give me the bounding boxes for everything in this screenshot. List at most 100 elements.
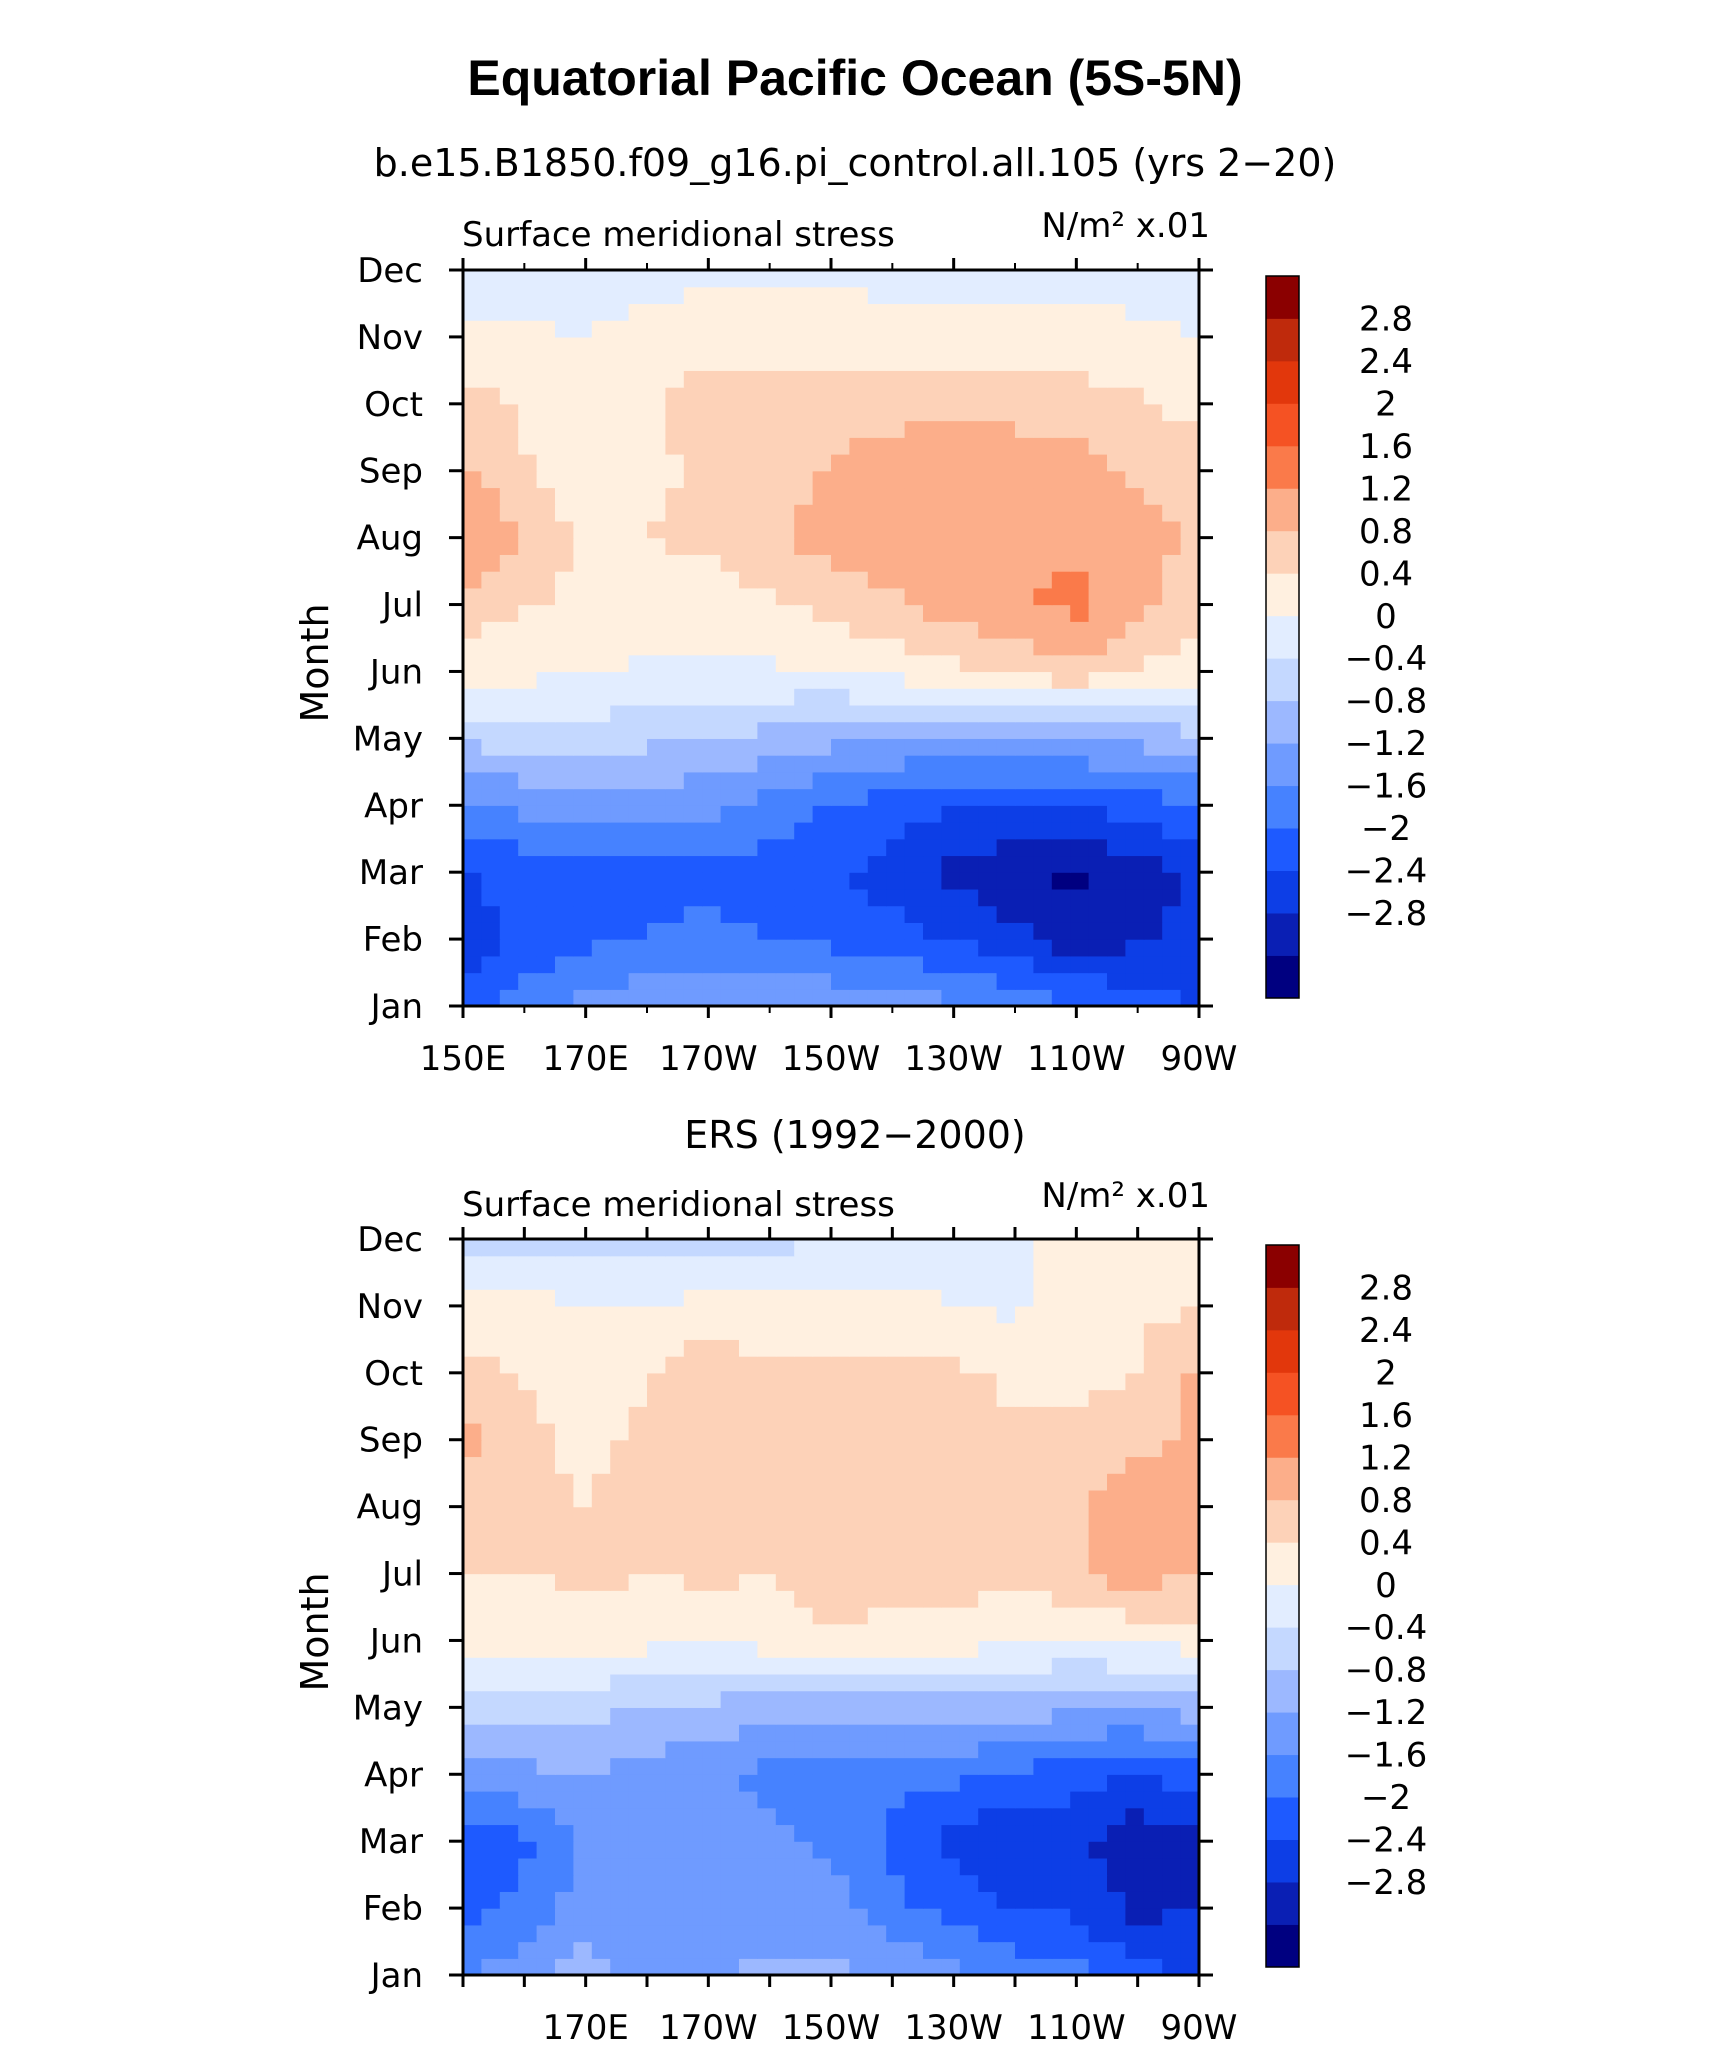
heatmap-cell bbox=[720, 1272, 740, 1290]
heatmap-cell bbox=[683, 939, 703, 957]
heatmap-cell bbox=[1125, 721, 1145, 739]
heatmap-cell bbox=[499, 1891, 519, 1909]
heatmap-cell bbox=[555, 1774, 574, 1792]
heatmap-cell bbox=[941, 1690, 961, 1708]
heatmap-cell bbox=[647, 805, 666, 823]
heatmap-cell bbox=[849, 788, 869, 806]
heatmap-cell bbox=[867, 403, 887, 422]
heatmap-cell bbox=[1015, 805, 1034, 823]
heatmap-cell bbox=[499, 1941, 519, 1959]
heatmap-cell bbox=[794, 1439, 814, 1458]
heatmap-cell bbox=[499, 671, 519, 689]
heatmap-cell bbox=[904, 1791, 924, 1809]
heatmap-cell bbox=[978, 1556, 998, 1575]
heatmap-cell bbox=[996, 1339, 1016, 1357]
heatmap-cell bbox=[1015, 1573, 1034, 1591]
heatmap-cell bbox=[1107, 1607, 1126, 1625]
heatmap-cell bbox=[978, 1891, 998, 1909]
heatmap-cell bbox=[647, 1707, 666, 1725]
heatmap-cell bbox=[1051, 922, 1071, 940]
heatmap-cell bbox=[536, 1857, 556, 1876]
heatmap-cell bbox=[628, 638, 648, 656]
heatmap-cell bbox=[1162, 1439, 1182, 1458]
heatmap-cell bbox=[1107, 1406, 1126, 1424]
heatmap-cell bbox=[1088, 1590, 1108, 1608]
heatmap-cell bbox=[702, 1807, 722, 1826]
heatmap-cell bbox=[941, 571, 961, 589]
heatmap-cell bbox=[794, 320, 814, 338]
heatmap-cell bbox=[610, 1874, 630, 1892]
heatmap-cell bbox=[702, 855, 722, 873]
heatmap-cell bbox=[702, 922, 722, 940]
heatmap-cell bbox=[481, 370, 501, 388]
heatmap-cell bbox=[1107, 1791, 1126, 1809]
heatmap-cell bbox=[536, 1305, 556, 1324]
heatmap-cell bbox=[665, 1857, 685, 1876]
heatmap-cell bbox=[1015, 1623, 1034, 1642]
heatmap-cell bbox=[1125, 1489, 1145, 1508]
heatmap-cell bbox=[1143, 855, 1163, 873]
heatmap-cell bbox=[978, 1857, 998, 1876]
heatmap-cell bbox=[978, 387, 998, 405]
heatmap-cell bbox=[720, 671, 740, 689]
heatmap-cell bbox=[481, 1339, 501, 1357]
heatmap-cell bbox=[1107, 1239, 1126, 1257]
heatmap-cell bbox=[1107, 1439, 1126, 1458]
heatmap-cell bbox=[702, 888, 722, 907]
heatmap-cell bbox=[996, 1941, 1016, 1959]
heatmap-cell bbox=[1033, 872, 1053, 890]
heatmap-cell bbox=[481, 1389, 501, 1407]
heatmap-cell bbox=[959, 1556, 979, 1575]
heatmap-cell bbox=[518, 1857, 538, 1876]
heatmap-cell bbox=[481, 1791, 501, 1809]
heatmap-cell bbox=[1088, 1891, 1108, 1909]
heatmap-cell bbox=[463, 738, 482, 756]
heatmap-cell bbox=[591, 1757, 611, 1775]
heatmap-cell bbox=[904, 1339, 924, 1357]
heatmap-cell bbox=[739, 621, 758, 639]
heatmap-cell bbox=[794, 688, 814, 706]
heatmap-cell bbox=[1088, 838, 1108, 857]
heatmap-cell bbox=[499, 922, 519, 940]
heatmap-cell bbox=[739, 504, 758, 522]
heatmap-cell bbox=[1107, 604, 1126, 622]
heatmap-cell bbox=[996, 1757, 1016, 1775]
heatmap-cell bbox=[518, 571, 538, 589]
heatmap-cell bbox=[831, 571, 850, 589]
heatmap-cell bbox=[1180, 955, 1200, 974]
heatmap-cell bbox=[683, 1791, 703, 1809]
heatmap-cell bbox=[702, 370, 722, 388]
heatmap-cell bbox=[996, 1791, 1016, 1809]
heatmap-cell bbox=[996, 336, 1016, 355]
heatmap-cell bbox=[867, 1573, 887, 1591]
heatmap-cell bbox=[757, 638, 777, 656]
heatmap-cell bbox=[867, 387, 887, 405]
colorbar-frame bbox=[1265, 1244, 1300, 1968]
heatmap-cell bbox=[591, 621, 611, 639]
heatmap-cell bbox=[941, 704, 961, 723]
heatmap-cell bbox=[739, 1389, 758, 1407]
heatmap-cell bbox=[812, 1941, 832, 1959]
heatmap-cell bbox=[1107, 1556, 1126, 1575]
heatmap-cell bbox=[812, 387, 832, 405]
heatmap-cell bbox=[1051, 1774, 1071, 1792]
heatmap-cell bbox=[1015, 1958, 1034, 1976]
heatmap-cell bbox=[812, 721, 832, 739]
heatmap-cell bbox=[1051, 587, 1071, 606]
heatmap-cell bbox=[1162, 1807, 1182, 1826]
heatmap-cell bbox=[702, 470, 722, 489]
heatmap-cell bbox=[555, 621, 574, 639]
heatmap-cell bbox=[683, 989, 703, 1007]
heatmap-cell bbox=[757, 1322, 777, 1340]
heatmap-cell bbox=[555, 1473, 574, 1491]
heatmap-cell bbox=[739, 1607, 758, 1625]
heatmap-cell bbox=[849, 621, 869, 639]
heatmap-cell bbox=[794, 1305, 814, 1324]
heatmap-cell bbox=[923, 1456, 942, 1474]
heatmap-cell bbox=[941, 989, 961, 1007]
heatmap-cell bbox=[720, 955, 740, 974]
heatmap-cell bbox=[1125, 1657, 1145, 1675]
colorbar-swatch bbox=[1266, 403, 1299, 447]
heatmap-cell bbox=[1051, 370, 1071, 388]
heatmap-cell bbox=[996, 905, 1016, 923]
